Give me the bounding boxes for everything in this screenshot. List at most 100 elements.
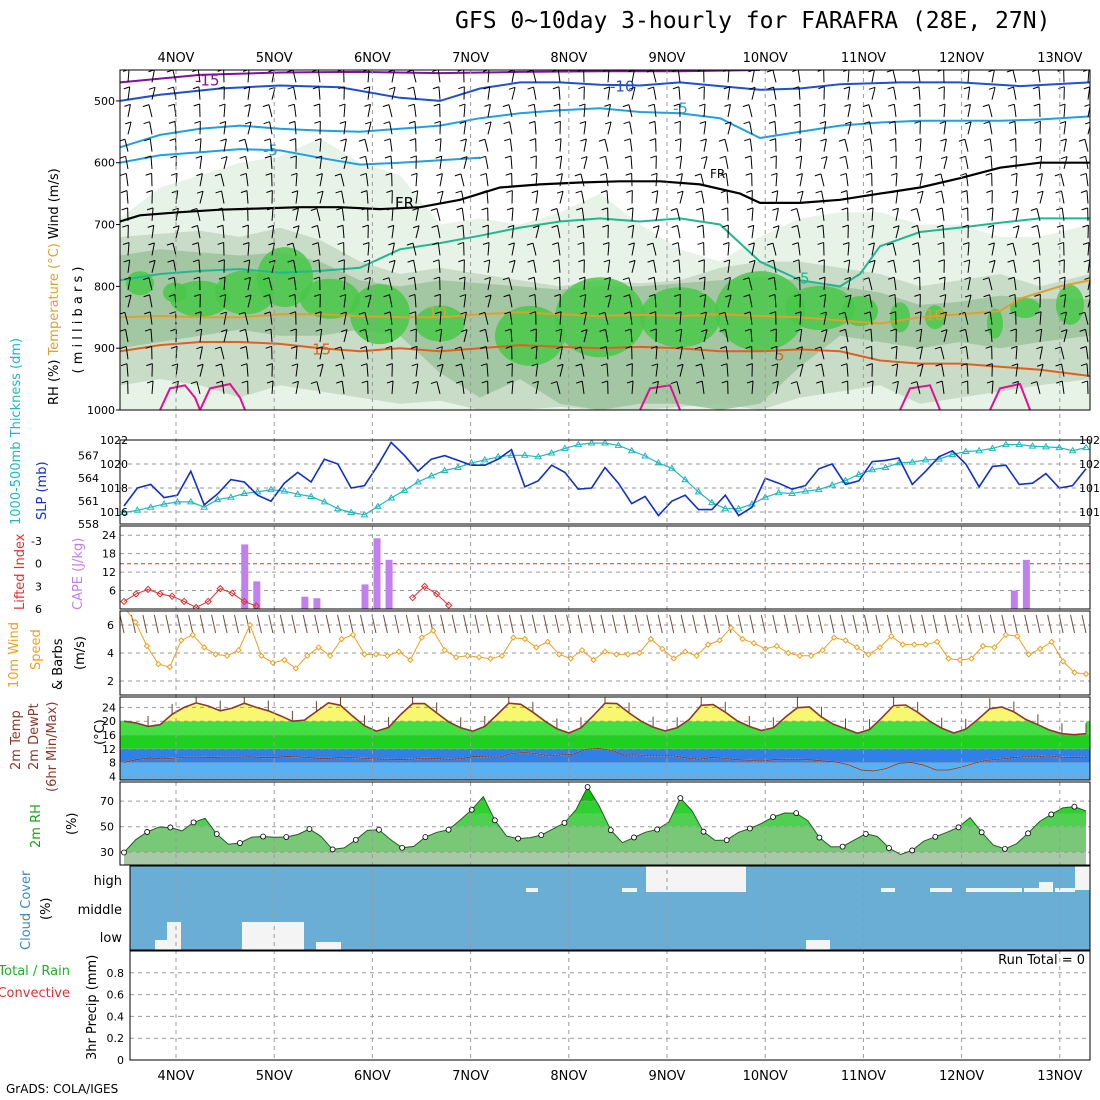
wind-barb-flag [167, 86, 174, 90]
wind-barb-flag [1035, 155, 1042, 159]
wind-barb [703, 329, 708, 343]
wind-barb-flag [742, 104, 750, 108]
wind-barb-flag [506, 380, 514, 384]
y-tick-temp: 24 [102, 701, 116, 714]
wind-barb [412, 70, 417, 83]
y-tick-thickness: 564 [78, 472, 99, 485]
cape-bar [361, 584, 369, 609]
wind-barb-flag [819, 121, 826, 124]
wind-barb [199, 156, 203, 169]
wind-barb-flag [242, 224, 249, 228]
rh2m-ylabel: 2m RH [29, 804, 44, 848]
wind-barb [196, 381, 201, 395]
wind-barb [611, 614, 617, 634]
thickness-point [186, 497, 195, 505]
wind-barb [223, 277, 226, 291]
wind-barb-flag [911, 225, 918, 229]
wind-barb [845, 173, 849, 187]
wind-barb-flag [818, 103, 826, 107]
run-total-label: Run Total = 0 [998, 953, 1085, 968]
wind-barb [871, 380, 874, 394]
wind-barb-flag [892, 225, 900, 229]
clear-sky-area [930, 888, 952, 892]
wind-barb-flag [1033, 276, 1040, 280]
wind-speed-point [590, 656, 597, 664]
wind-barb [703, 614, 709, 634]
wind-barb-flag [886, 242, 894, 246]
wind-barb [967, 86, 971, 100]
wind-barb-flag [721, 380, 728, 384]
wind-barb-flag [1081, 380, 1088, 384]
wind-barb [124, 139, 129, 152]
wind-barb-flag [1080, 346, 1087, 349]
wind-barb [892, 242, 897, 256]
wind-barb [604, 312, 609, 325]
wind-barb-flag [1082, 224, 1089, 228]
wind-barb-flag [578, 86, 585, 90]
wind-barb-flag [984, 328, 992, 332]
wind-barb-flag [146, 380, 154, 384]
wind-barb-flag [746, 380, 754, 384]
wind-barb [188, 614, 194, 634]
rh-point [283, 834, 290, 840]
wind-barb [679, 329, 683, 343]
wind-barb-flag [314, 293, 321, 297]
wind-barb [120, 614, 125, 634]
wind-barb-flag [552, 86, 560, 90]
wind-barb-flag [624, 155, 632, 159]
wind-barb [391, 380, 394, 394]
y-tick-cape: 18 [102, 548, 116, 561]
wind-barb [919, 191, 924, 204]
wind-barb [412, 242, 417, 256]
wind-barb-flag [433, 276, 440, 280]
wind-barb-flag [916, 346, 923, 350]
rh-point [445, 826, 452, 833]
wind-barb [606, 363, 609, 377]
wind-barb-flag [504, 138, 511, 142]
wind-barb [366, 363, 369, 377]
wind-barb-flag [892, 380, 899, 384]
wind-barb [1039, 191, 1044, 204]
thickness-point [213, 495, 222, 503]
wind-barb-flag [916, 190, 924, 194]
wind-barb-flag [699, 294, 706, 298]
wind-barb [943, 294, 947, 308]
rh-band [124, 826, 1086, 853]
wind-barb-flag [360, 190, 368, 194]
wind-barb [172, 242, 177, 256]
thickness-point [373, 502, 382, 509]
wind-barb [989, 294, 993, 308]
wind-barb-flag [1036, 190, 1044, 194]
wind-barb [365, 156, 369, 170]
wind-barb-flag [724, 103, 731, 107]
wind-barb [727, 86, 731, 100]
wind-barb-flag [1031, 225, 1038, 229]
wind-barb-flag [940, 156, 948, 160]
wind-barb [520, 614, 526, 634]
wind-barb-flag [1079, 155, 1086, 159]
wind-barb-flag [313, 276, 320, 280]
wind-barb-flag [1012, 207, 1019, 211]
wind-barb [436, 208, 441, 221]
thickness-point [387, 494, 396, 501]
wind-barb [220, 173, 225, 187]
wind-barb-flag [215, 190, 222, 194]
wind-barb-flag [120, 346, 127, 349]
wind-barb-flag [240, 172, 247, 176]
wind-barb-flag [556, 190, 564, 194]
wind-barb-flag [480, 346, 487, 349]
wind-barb [557, 242, 561, 256]
wind-barb-flag [961, 380, 968, 384]
wind-barb [414, 294, 417, 308]
wind-barb [655, 173, 658, 187]
wind-barb-flag [435, 155, 442, 159]
wind-barb-flag [122, 224, 129, 228]
wind-barb-flag [358, 311, 366, 315]
isotherm-line [120, 217, 1090, 288]
wind-barb [222, 225, 225, 239]
wind-barb [669, 614, 675, 634]
wind-speed-point [338, 635, 345, 643]
wind-barb-flag [866, 207, 874, 211]
wind-barb [715, 614, 721, 634]
wind-barb [125, 173, 129, 187]
